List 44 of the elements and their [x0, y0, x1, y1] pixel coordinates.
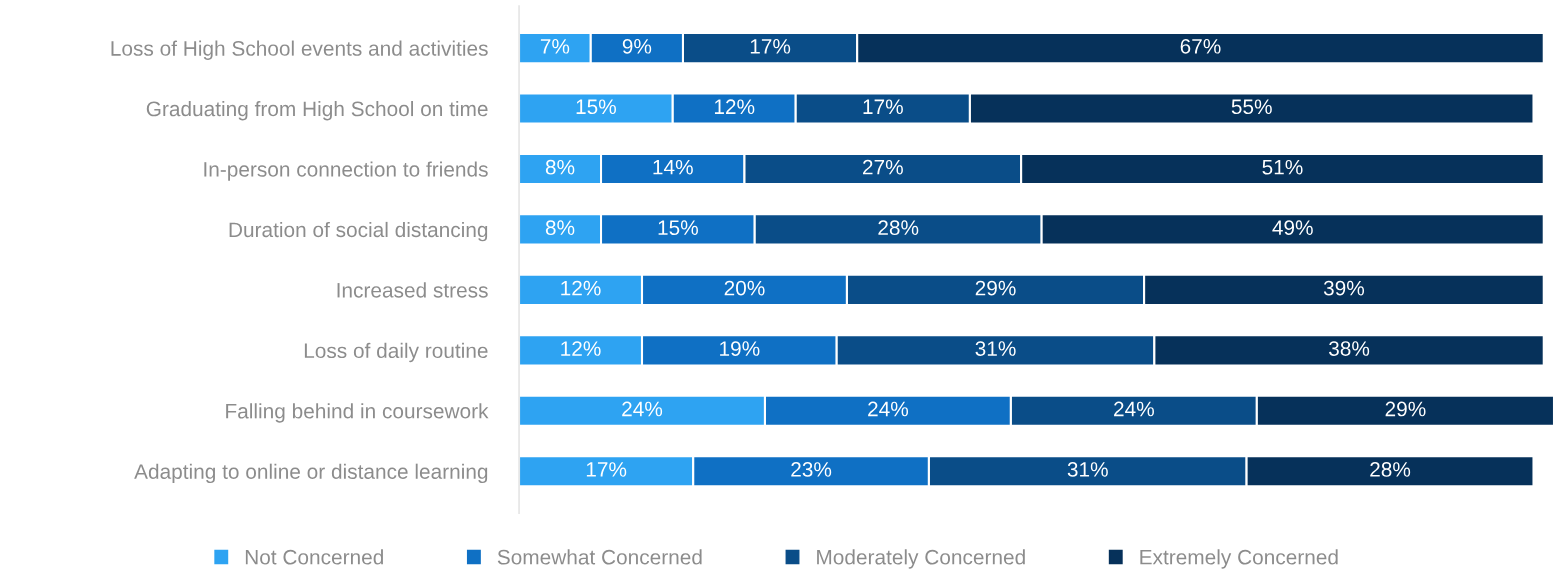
data-label: 24% — [1114, 401, 1154, 417]
data-label: 17% — [750, 39, 791, 54]
data-label: 27% — [863, 159, 903, 175]
data-label: 12% — [714, 99, 755, 115]
data-label: 49% — [1272, 220, 1313, 236]
data-label: 9% — [622, 38, 652, 54]
data-label: 24% — [868, 401, 909, 417]
data-label: 19% — [720, 341, 760, 356]
y-tick-label: Increased stress — [337, 282, 488, 298]
data-label: 8% — [545, 159, 575, 175]
data-label: 55% — [1231, 99, 1272, 115]
data-label: 39% — [1323, 280, 1365, 296]
data-label: 17% — [586, 462, 627, 477]
data-label: 29% — [975, 280, 1016, 296]
y-tick-label: Adapting to online or distance learning — [134, 463, 488, 484]
legend-label: Somewhat Concerned — [497, 549, 702, 565]
data-label: 8% — [545, 220, 575, 236]
data-label: 67% — [1180, 38, 1221, 54]
data-label: 7% — [540, 39, 570, 54]
data-label: 24% — [622, 401, 663, 417]
y-tick-label: Loss of daily routine — [304, 342, 488, 363]
data-label: 51% — [1262, 159, 1303, 175]
data-label: 28% — [1370, 462, 1411, 477]
y-tick-label: In-person connection to friends — [204, 161, 488, 181]
data-label: 12% — [561, 280, 601, 296]
data-label: 15% — [658, 220, 698, 236]
data-label: 31% — [1067, 462, 1108, 477]
data-label: 20% — [724, 280, 765, 296]
data-label: 23% — [791, 462, 832, 477]
data-label: 29% — [1385, 401, 1426, 417]
y-tick-label: Graduating from High School on time — [146, 100, 488, 121]
legend-label: Not Concerned — [245, 549, 383, 565]
y-tick-label: Falling behind in coursework — [226, 403, 489, 423]
data-label: 17% — [863, 99, 903, 115]
data-label: 28% — [878, 220, 919, 236]
data-label: 12% — [561, 341, 601, 356]
data-label: 31% — [975, 341, 1016, 356]
y-tick-label: Duration of social distancing — [229, 221, 488, 242]
data-label: 38% — [1329, 341, 1370, 356]
legend-label: Moderately Concerned — [817, 549, 1025, 569]
data-label: 15% — [576, 99, 616, 115]
y-tick-label: Loss of High School events and activities — [111, 40, 488, 60]
data-label: 14% — [653, 159, 693, 175]
legend-label: Extremely Concerned — [1140, 549, 1338, 569]
